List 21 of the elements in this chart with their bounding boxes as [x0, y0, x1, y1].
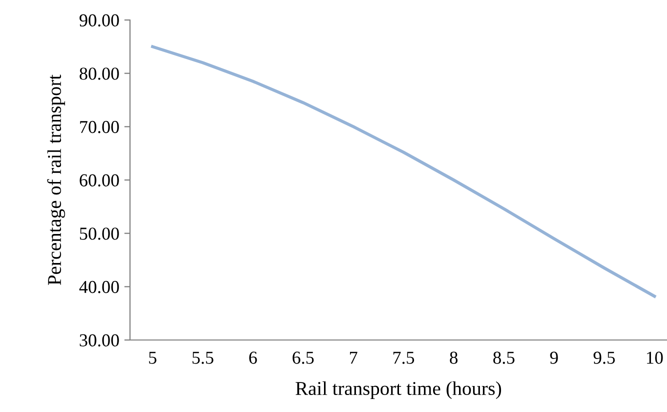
- x-tick-label: 5.5: [192, 352, 214, 364]
- y-tick-label: 40.00: [79, 280, 119, 294]
- x-tick-label: 9.5: [594, 352, 615, 364]
- line-series: [151, 45, 656, 298]
- y-tick-label: 90.00: [80, 14, 119, 27]
- x-tick-label: 5: [149, 352, 156, 364]
- y-tick-label: 50.00: [80, 228, 119, 240]
- y-tick-label: 70.00: [80, 120, 119, 134]
- y-axis-title: Percentage of rail transport: [47, 74, 66, 285]
- y-tick-label: 80.00: [80, 68, 119, 80]
- x-tick-label: 8: [450, 352, 458, 364]
- x-axis-title: Rail transport time (hours): [296, 381, 502, 400]
- x-tick-label: 9: [550, 352, 558, 364]
- y-tick-label: 30.00: [80, 334, 119, 347]
- x-tick-label: 8.5: [493, 352, 514, 364]
- x-tick-label: 10: [647, 352, 663, 364]
- x-tick-label: 6.5: [292, 352, 314, 364]
- y-tick-label: 60.00: [80, 174, 119, 187]
- x-tick-label: 7: [350, 352, 358, 364]
- x-tick-label: 7.5: [393, 352, 414, 364]
- x-tick-label: 6: [249, 352, 257, 364]
